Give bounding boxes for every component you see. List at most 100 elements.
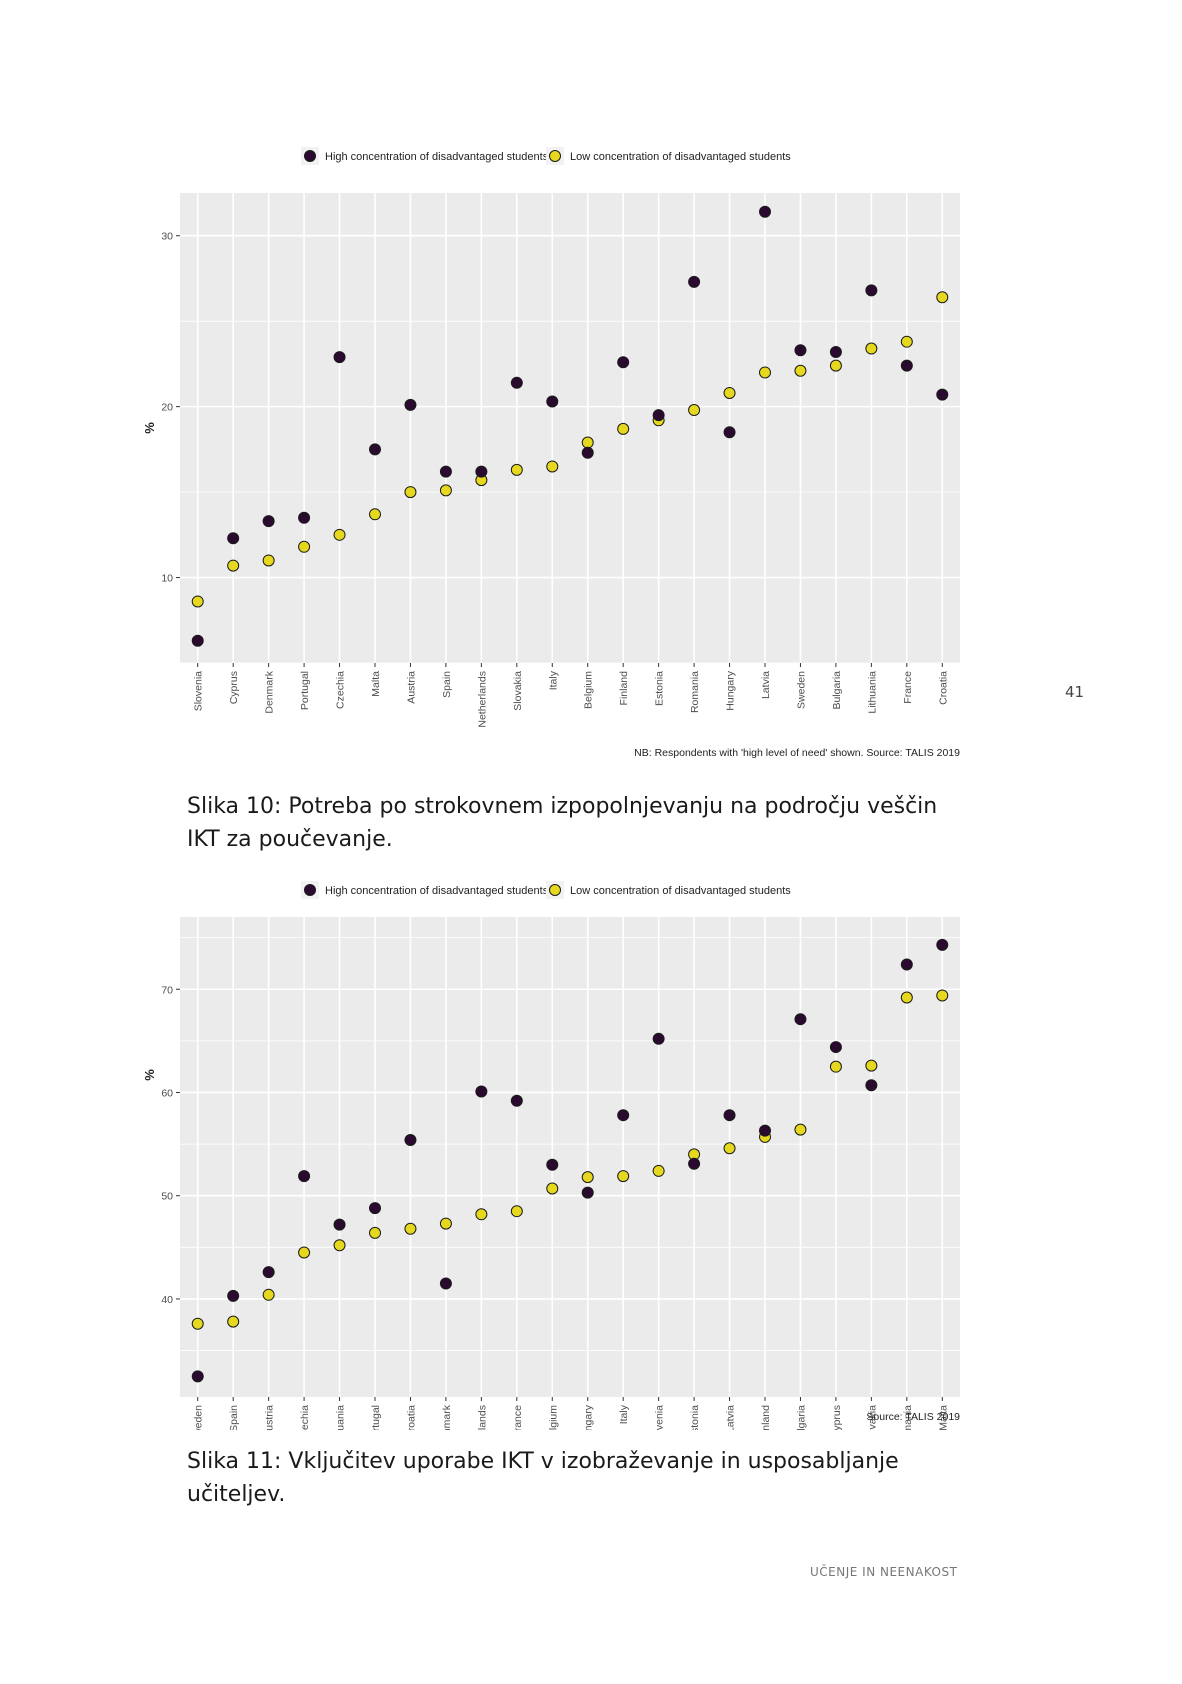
point-low-romania — [688, 404, 701, 417]
point-high-hungary — [723, 426, 736, 439]
point-high-finland — [617, 356, 630, 369]
point-low-france — [510, 1205, 523, 1218]
point-low-latvia — [759, 366, 771, 379]
point-low-malta — [936, 989, 949, 1002]
point-high-finland — [759, 1124, 771, 1137]
x-tick-label-austria: Austria — [405, 671, 417, 704]
point-low-latvia — [723, 1142, 736, 1155]
point-high-croatia — [404, 1133, 417, 1146]
point-low-belgium — [546, 1182, 559, 1195]
y-axis-title: % — [142, 422, 157, 434]
x-tick-label-hungary: Hungary — [583, 1404, 595, 1430]
point-high-slovakia — [510, 376, 523, 389]
x-tick-label-slovenia: Slovenia — [654, 1405, 666, 1430]
x-tick-label-sweden: Sweden — [795, 671, 807, 709]
point-high-croatia — [936, 388, 949, 401]
x-tick-label-czechia: Czechia — [299, 1405, 311, 1430]
point-low-romania — [900, 991, 913, 1004]
legend-label-low: Low concentration of disadvantaged stude… — [570, 151, 791, 163]
scatter-chart-ict-in-teacher-training: 40 50 60 70 Sweden Spain Austria Czechia Lithuan… — [142, 881, 960, 1430]
point-high-france — [510, 1094, 523, 1107]
point-high-denmark — [262, 515, 275, 528]
point-low-lithuania — [333, 1239, 346, 1252]
y-tick-label: 50 — [161, 1191, 173, 1203]
point-low-netherlands — [475, 1208, 488, 1221]
point-low-croatia — [404, 1222, 417, 1235]
x-tick-label-france: France — [902, 671, 914, 704]
source-note: Source: TALIS 2019 — [866, 1411, 960, 1423]
point-high-lithuania — [865, 284, 878, 297]
point-high-denmark — [439, 1277, 452, 1290]
point-low-cyprus — [829, 1060, 842, 1073]
x-tick-label-belgium: Belgium — [547, 1405, 559, 1430]
point-high-romania — [900, 958, 913, 971]
point-low-belgium — [581, 436, 594, 449]
point-low-slovakia — [510, 463, 523, 476]
x-tick-label-denmark: Denmark — [441, 1404, 453, 1430]
point-high-italy — [617, 1109, 630, 1122]
point-high-malta — [936, 938, 949, 951]
point-high-slovenia — [652, 1032, 665, 1045]
point-high-netherlands — [475, 465, 488, 478]
point-low-bulgaria — [829, 359, 842, 372]
x-tick-label-bulgaria: Bulgaria — [831, 671, 843, 710]
point-high-malta — [369, 443, 381, 456]
point-high-hungary — [581, 1186, 594, 1199]
x-tick-label-hungary: Hungary — [725, 670, 737, 710]
point-high-bulgaria — [794, 1013, 807, 1026]
x-tick-label-czechia: Czechia — [335, 671, 347, 709]
point-low-hungary — [723, 386, 736, 399]
point-low-slovenia — [652, 1164, 665, 1177]
x-tick-label-italy: Italy — [618, 1404, 630, 1424]
point-high-cyprus — [829, 1041, 842, 1054]
point-high-belgium — [581, 446, 594, 459]
x-tick-label-estonia: Estonia — [654, 671, 666, 706]
x-tick-label-slovenia: Slovenia — [193, 671, 205, 711]
point-high-lithuania — [333, 1218, 346, 1231]
point-high-portugal — [369, 1202, 381, 1215]
point-low-slovenia — [191, 595, 204, 608]
point-low-france — [900, 335, 913, 348]
plot-panel — [180, 193, 960, 663]
point-high-spain — [227, 1289, 240, 1302]
x-tick-label-netherlands: Netherlands — [476, 671, 488, 728]
point-low-portugal — [369, 1226, 381, 1239]
point-low-italy — [617, 1170, 630, 1183]
x-tick-label-cyprus: Cyprus — [228, 671, 240, 704]
x-tick-label-france: France — [512, 1405, 524, 1430]
point-high-spain — [439, 465, 452, 478]
figure-11-chart: 40 50 60 70 Sweden Spain Austria Czechia Lithuan… — [140, 875, 970, 1430]
legend-key-high — [304, 884, 316, 896]
point-high-estonia — [688, 1157, 701, 1170]
x-tick-label-croatia: Croatia — [405, 1405, 417, 1430]
point-high-romania — [688, 275, 701, 288]
x-tick-label-spain: Spain — [441, 671, 453, 698]
point-high-france — [900, 359, 913, 372]
figure-10-caption: Slika 10: Potreba po strokovnem izpopoln… — [187, 794, 938, 852]
point-high-czechia — [298, 1170, 311, 1183]
point-low-spain — [227, 1315, 240, 1328]
x-tick-label-croatia: Croatia — [937, 671, 949, 705]
x-tick-label-portugal: Portugal — [299, 671, 311, 710]
x-tick-label-bulgaria: Bulgaria — [795, 1405, 807, 1430]
legend-key-high — [304, 150, 316, 162]
point-low-lithuania — [865, 342, 878, 355]
y-tick-label: 70 — [161, 984, 173, 996]
x-tick-label-lithuania: Lithuania — [866, 671, 878, 714]
legend-key-low — [549, 884, 561, 896]
point-low-sweden — [794, 364, 807, 377]
point-low-croatia — [936, 291, 949, 304]
point-low-sweden — [191, 1317, 204, 1330]
point-high-austria — [404, 398, 417, 411]
point-low-cyprus — [227, 559, 240, 572]
x-tick-label-malta: Malta — [370, 671, 382, 697]
y-axis-title: % — [142, 1069, 157, 1081]
figure-10-chart: 10 20 30 Slovenia Cyprus Denmark Portugal Czech… — [140, 138, 970, 768]
point-high-austria — [262, 1266, 275, 1279]
y-tick-label: 10 — [161, 573, 173, 585]
legend-label-low: Low concentration of disadvantaged stude… — [570, 885, 791, 897]
point-low-malta — [369, 508, 381, 521]
x-tick-label-spain: Spain — [228, 1405, 240, 1430]
legend-key-low — [549, 150, 561, 162]
x-tick-label-austria: Austria — [264, 1405, 276, 1430]
